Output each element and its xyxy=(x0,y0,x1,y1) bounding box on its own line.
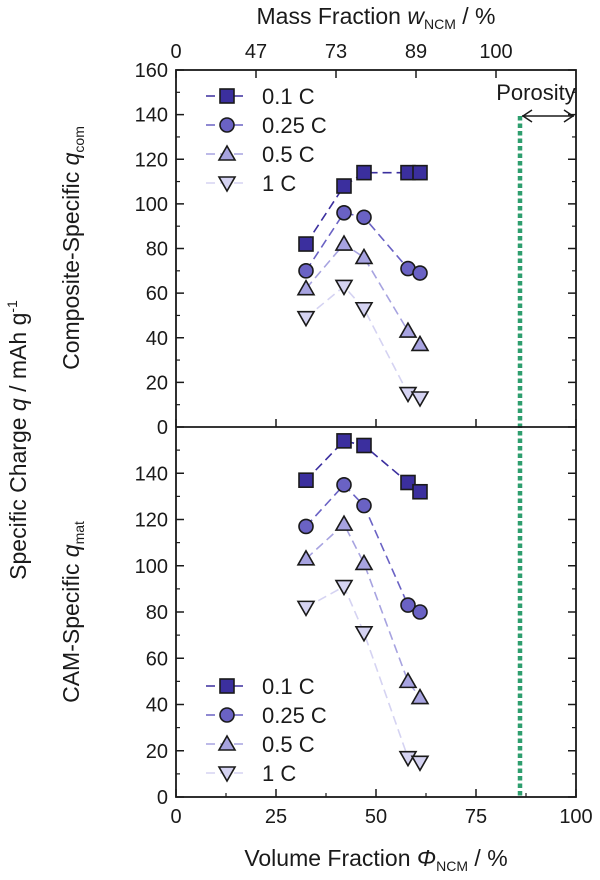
legend-marker xyxy=(217,766,237,783)
data-point-composite xyxy=(334,279,354,297)
legend-label: 0.1 C xyxy=(262,674,315,699)
data-point-composite xyxy=(398,321,418,338)
legend-label: 0.5 C xyxy=(262,732,315,757)
data-point-composite xyxy=(354,247,374,265)
y-tick-label-composite: 140 xyxy=(135,105,168,127)
data-point-cam xyxy=(354,626,374,643)
plot-frame xyxy=(175,69,577,798)
y-tick-label-composite: 0 xyxy=(157,417,168,439)
legend-label: 0.1 C xyxy=(262,84,315,109)
legend-marker xyxy=(217,176,237,193)
porosity-label: Porosity xyxy=(496,80,575,105)
y-tick-label-composite: 100 xyxy=(135,194,168,216)
data-point-composite xyxy=(354,301,374,319)
data-point-cam xyxy=(334,579,354,597)
data-point-cam xyxy=(298,472,314,488)
data-point-composite xyxy=(296,279,316,296)
top-tick-label: 89 xyxy=(405,41,427,63)
data-point-cam xyxy=(356,437,372,454)
top-axis-title: Mass Fraction wNCM / % xyxy=(257,3,496,32)
series-line-composite xyxy=(305,171,420,245)
y-tick-label-cam: 0 xyxy=(157,787,168,809)
legend-marker xyxy=(219,88,235,104)
data-point-cam xyxy=(356,497,372,514)
series-line-composite xyxy=(305,285,421,399)
data-point-cam xyxy=(336,477,352,493)
data-point-cam xyxy=(412,604,428,620)
porosity-arrow-head-left xyxy=(521,109,533,123)
legend-marker xyxy=(219,117,235,133)
legend-label: 0.5 C xyxy=(262,142,315,167)
top-tick-label: 47 xyxy=(245,41,267,63)
x-tick-label: 100 xyxy=(559,806,592,828)
data-point-cam xyxy=(410,687,430,705)
data-point-composite xyxy=(356,209,372,226)
y-tick-label-composite: 20 xyxy=(146,372,168,394)
data-point-composite xyxy=(410,391,430,408)
legend-label: 0.25 C xyxy=(262,703,327,728)
x-tick-label: 25 xyxy=(265,806,287,828)
y-tick-label-composite: 60 xyxy=(146,283,168,305)
data-point-cam xyxy=(296,600,316,617)
y-tick-label-cam: 60 xyxy=(146,648,168,670)
top-tick-label: 0 xyxy=(170,41,181,63)
data-point-composite xyxy=(298,236,314,252)
legend-marker xyxy=(219,707,235,723)
y-title-composite: Composite-Specific qcom xyxy=(58,126,87,370)
y-tick-label-cam: 40 xyxy=(146,695,168,717)
data-point-composite xyxy=(398,386,418,404)
y-tick-label-cam: 80 xyxy=(146,602,168,624)
y-tick-label-cam: 140 xyxy=(135,463,168,485)
legend-marker xyxy=(217,144,237,161)
y-tick-label-cam: 20 xyxy=(146,741,168,763)
data-point-cam xyxy=(400,597,416,613)
data-point-composite xyxy=(336,205,352,221)
series-line-cam xyxy=(305,585,421,764)
y-title-cam: CAM-Specific qmat xyxy=(58,521,87,703)
legend-label: 1 C xyxy=(262,171,296,196)
data-point-composite xyxy=(410,334,430,352)
data-point-composite xyxy=(336,178,352,194)
y-tick-label-cam: 120 xyxy=(135,510,168,532)
top-tick-label: 100 xyxy=(479,41,512,63)
data-point-cam xyxy=(336,433,352,449)
y-tick-label-cam: 100 xyxy=(135,556,168,578)
porosity-arrow-head-right xyxy=(563,109,575,123)
data-point-composite xyxy=(356,164,372,181)
y-tick-label-composite: 120 xyxy=(135,149,168,171)
x-tick-label: 0 xyxy=(170,806,181,828)
x-tick-label: 50 xyxy=(365,806,387,828)
x-axis-title: Volume Fraction ΦNCM / % xyxy=(244,845,507,874)
data-point-composite xyxy=(334,234,354,251)
data-point-cam xyxy=(334,514,354,531)
legend-marker xyxy=(217,734,237,751)
y-tick-label-composite: 40 xyxy=(146,328,168,350)
legend-label: 0.25 C xyxy=(262,113,327,138)
data-point-composite xyxy=(412,164,428,181)
x-tick-label: 75 xyxy=(465,806,487,828)
data-point-composite xyxy=(298,263,314,279)
legend-marker xyxy=(219,678,235,694)
data-point-cam xyxy=(398,671,418,689)
data-point-cam xyxy=(354,553,374,571)
data-point-cam xyxy=(296,549,316,566)
data-point-cam xyxy=(410,755,430,772)
data-point-cam xyxy=(400,474,416,491)
top-tick-label: 73 xyxy=(325,41,347,63)
data-point-composite xyxy=(412,265,428,281)
y-tick-label-composite: 160 xyxy=(135,60,168,82)
data-point-cam xyxy=(298,518,314,535)
data-point-cam xyxy=(398,750,418,768)
y-tick-label-composite: 80 xyxy=(146,239,168,261)
data-point-cam xyxy=(412,483,428,500)
y-common-title: Specific Charge q / mAh g-1 xyxy=(4,300,31,580)
legend-label: 1 C xyxy=(262,761,296,786)
data-point-composite xyxy=(296,310,316,328)
